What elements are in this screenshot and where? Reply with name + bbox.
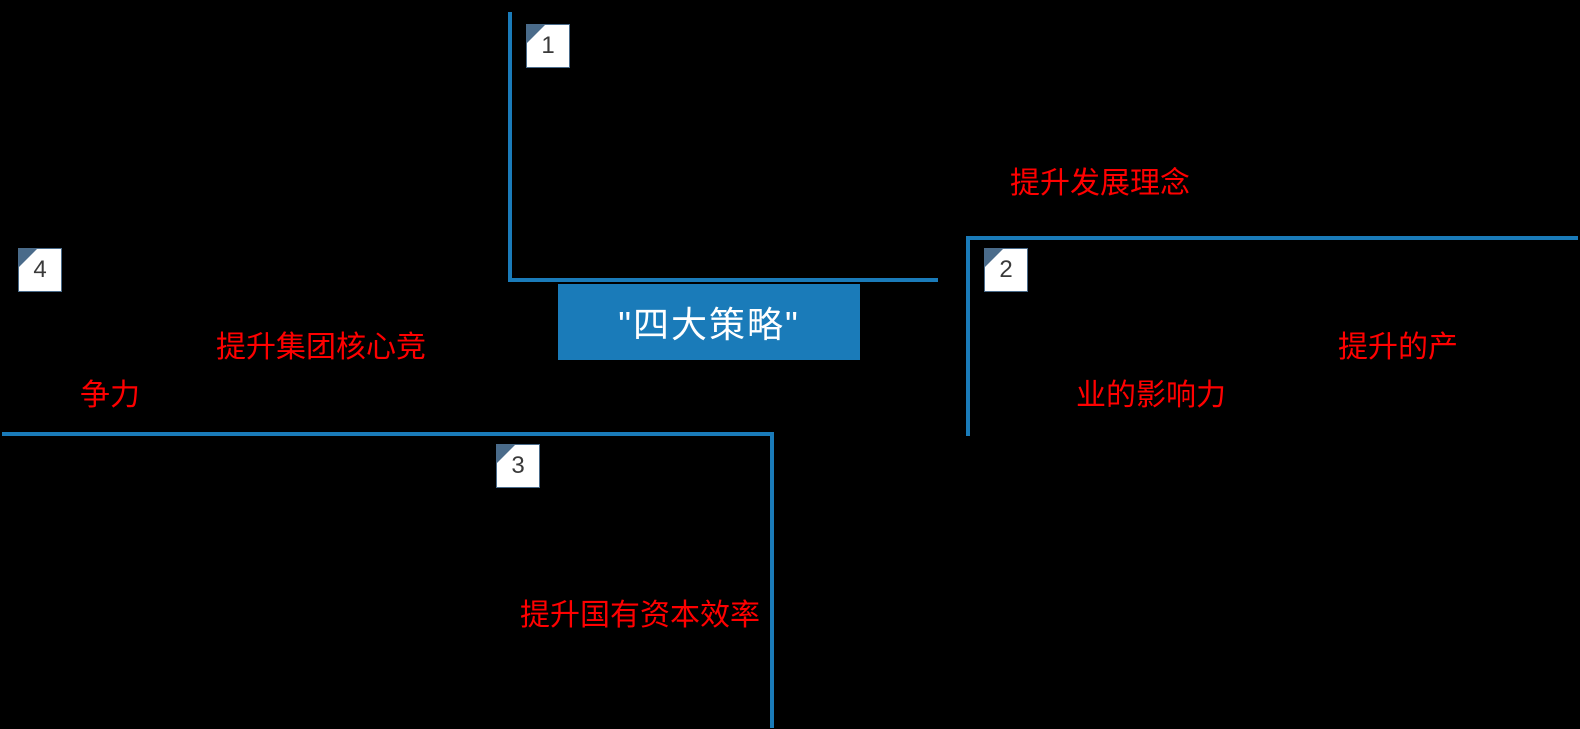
- center-title-text: "四大策略": [618, 296, 800, 348]
- connector-line: [508, 278, 938, 282]
- step-box-4: 4: [18, 248, 62, 292]
- step-label-1: 提升发展理念: [1010, 158, 1190, 202]
- connector-line: [966, 236, 1578, 240]
- connector-line: [966, 236, 970, 436]
- step-box-1: 1: [526, 24, 570, 68]
- step-box-3: 3: [496, 444, 540, 488]
- step-box-corner: [18, 248, 38, 268]
- connector-line: [478, 432, 774, 436]
- step-label-4b: 争力: [80, 370, 140, 414]
- center-title-box: "四大策略": [558, 284, 860, 360]
- step-box-2: 2: [984, 248, 1028, 292]
- connector-line: [508, 12, 512, 282]
- step-label-2a: 提升的产: [1338, 322, 1458, 366]
- connector-line: [2, 432, 480, 436]
- diagram-canvas: "四大策略" 1 2 3 4 提升发展理念 提升的产 业的影响力 提升国有资本效…: [0, 0, 1580, 729]
- step-label-4a: 提升集团核心竞: [216, 322, 426, 366]
- connector-line: [770, 432, 774, 728]
- step-box-corner: [496, 444, 516, 464]
- step-label-3: 提升国有资本效率: [520, 590, 760, 634]
- step-box-corner: [526, 24, 546, 44]
- step-label-2b: 业的影响力: [1076, 370, 1226, 414]
- step-box-corner: [984, 248, 1004, 268]
